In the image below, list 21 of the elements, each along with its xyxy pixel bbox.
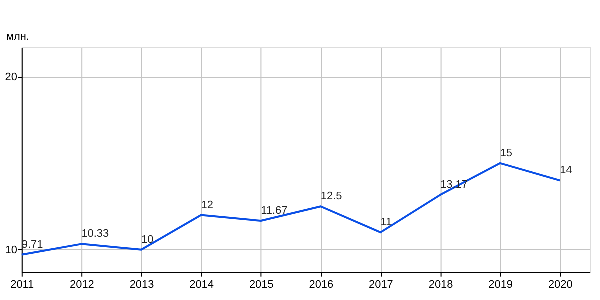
x-tick-label: 2020 bbox=[548, 278, 573, 291]
data-label: 11 bbox=[380, 216, 392, 229]
y-tick-label: 20 bbox=[5, 71, 18, 84]
data-label: 10 bbox=[142, 234, 154, 246]
x-tick-label: 2013 bbox=[130, 278, 154, 291]
y-axis-title: млн. bbox=[6, 31, 30, 44]
data-label: 10.33 bbox=[82, 228, 110, 240]
x-tick-label: 2012 bbox=[70, 278, 94, 291]
data-label: 12.5 bbox=[320, 190, 342, 203]
x-tick-label: 2019 bbox=[488, 278, 514, 291]
x-tick-label: 2017 bbox=[369, 278, 394, 291]
x-tick-label: 2016 bbox=[309, 278, 334, 291]
data-label: 15 bbox=[500, 147, 513, 160]
data-label: 14 bbox=[560, 164, 572, 177]
x-tick-label: 2018 bbox=[428, 278, 454, 291]
x-tick-label: 2011 bbox=[10, 278, 34, 291]
line-series bbox=[20, 162, 562, 256]
data-label: 11.67 bbox=[261, 205, 288, 218]
x-tick-label: 2014 bbox=[190, 278, 214, 291]
data-label: 12 bbox=[201, 199, 214, 212]
x-tick-label: 2015 bbox=[249, 278, 274, 291]
